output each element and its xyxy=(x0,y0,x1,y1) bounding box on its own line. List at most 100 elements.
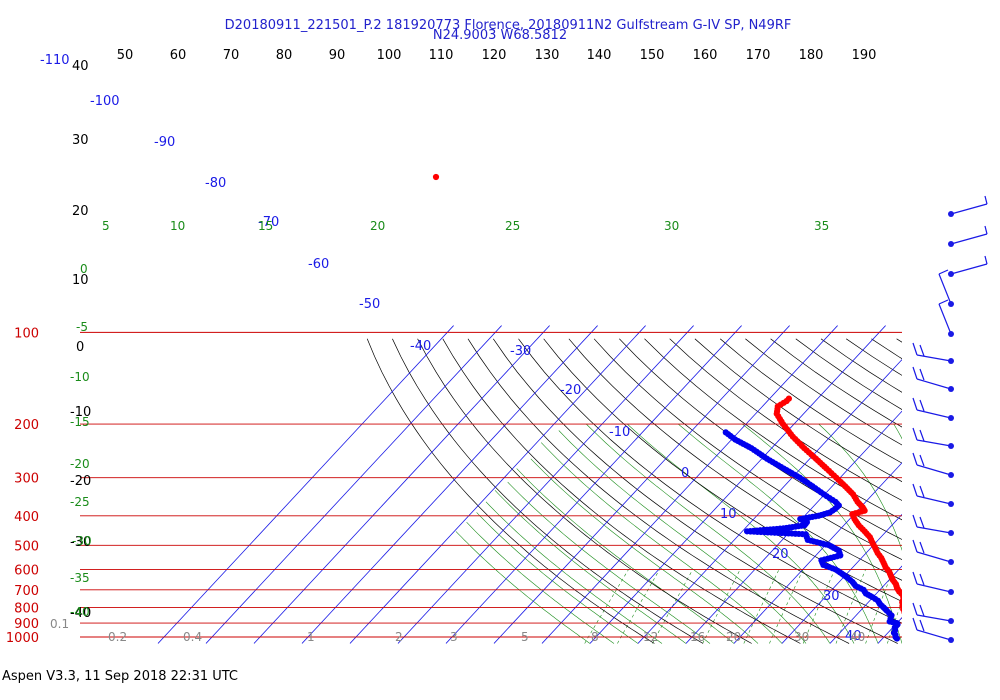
wind-barb-shaft xyxy=(938,303,952,335)
moist-adiabat-line xyxy=(516,468,735,644)
wind-barb-shaft xyxy=(938,273,952,305)
isobars xyxy=(80,331,902,638)
mixing-ratio-line xyxy=(584,569,629,644)
wind-barb-flag xyxy=(912,452,918,466)
isotherm-line xyxy=(685,410,902,644)
isotherm-line xyxy=(541,325,838,644)
temperature-point xyxy=(432,173,440,181)
footer-version: Aspen V3.3, 11 Sep 2018 22:31 UTC xyxy=(2,669,239,684)
wind-barb-flag xyxy=(919,516,925,529)
dry-adiabat-label: 10 xyxy=(72,273,89,288)
pressure-label: 1000 xyxy=(6,631,39,646)
temperature-point xyxy=(920,635,926,641)
mixing-ratio-label: 40 xyxy=(850,630,865,644)
temperature-point xyxy=(909,630,915,636)
dry-adiabat-line xyxy=(417,338,752,644)
wind-barb-flag xyxy=(938,269,949,275)
mixing-ratio-label: 2 xyxy=(395,630,403,644)
isotherm-line xyxy=(445,325,742,644)
pressure-label: 700 xyxy=(14,584,39,599)
moist-adiabat-label: 5 xyxy=(102,219,110,233)
temperature-point xyxy=(902,612,908,618)
dewpoint-point xyxy=(722,429,729,436)
dry-adiabat-line xyxy=(644,338,902,521)
wind-barb-shaft xyxy=(916,614,952,622)
wind-barb-shaft xyxy=(950,263,988,275)
isotherm-label: -40 xyxy=(410,339,431,354)
wind-barbs xyxy=(912,195,988,643)
wind-barb-flag xyxy=(912,397,918,411)
temperature-point xyxy=(785,395,792,402)
top-axis-tick-label: 130 xyxy=(535,48,560,63)
isotherm-label: -110 xyxy=(40,53,70,68)
moist-adiabat-label: 25 xyxy=(505,219,520,233)
isotherm-label: -90 xyxy=(154,135,175,150)
dry-adiabat-line xyxy=(947,339,1000,644)
isotherm-label: -100 xyxy=(90,94,120,109)
mixing-ratio-label: 3 xyxy=(450,630,458,644)
sounding-traces xyxy=(432,173,926,642)
dry-adiabat-label: -20 xyxy=(70,474,91,489)
pressure-label: 900 xyxy=(14,617,39,632)
isotherm-line xyxy=(829,565,902,644)
moist-adiabat-line xyxy=(818,423,902,551)
wind-barb-flag xyxy=(984,255,988,265)
pressure-label: 400 xyxy=(14,510,39,525)
isotherm-line xyxy=(974,326,1000,644)
dry-adiabat-line xyxy=(543,338,902,602)
isotherm-label: -60 xyxy=(308,257,329,272)
wind-barb-flag xyxy=(919,368,925,381)
isotherm-line xyxy=(733,462,902,644)
wind-barb-flag xyxy=(912,539,918,553)
moist-adiabat-label: -30 xyxy=(72,534,92,548)
moist-adiabat-line xyxy=(540,442,783,644)
top-axis-tick-label: 50 xyxy=(117,48,134,63)
top-axis-tick-label: 100 xyxy=(377,48,402,63)
temperature-point xyxy=(915,633,921,639)
wind-barb-flag xyxy=(919,399,925,412)
top-axis-tick-label: 150 xyxy=(640,48,665,63)
moist-adiabat-label: -5 xyxy=(76,320,88,334)
moist-adiabat-line xyxy=(466,521,615,644)
isotherm-line xyxy=(589,325,886,644)
mixing-ratio-line xyxy=(960,569,981,643)
mixing-ratio-label: 1 xyxy=(307,630,315,644)
wind-barb-flag xyxy=(919,604,925,617)
pressure-label: 200 xyxy=(14,418,39,433)
dry-adiabat-line xyxy=(719,338,902,464)
dry-adiabat-label: -30 xyxy=(70,535,91,550)
moist-adiabat-label: 15 xyxy=(258,219,273,233)
dry-adiabat-line xyxy=(694,338,902,483)
wind-barb-flag xyxy=(912,617,918,631)
isotherm-line xyxy=(301,325,598,644)
moist-adiabat-label: 30 xyxy=(664,219,679,233)
top-axis-tick-label: 70 xyxy=(223,48,240,63)
top-axis-tick-label: 190 xyxy=(852,48,877,63)
moist-adiabat-label: -15 xyxy=(70,415,90,429)
moist-adiabat-line xyxy=(558,430,807,644)
wind-barb-flag xyxy=(912,602,918,616)
moist-adiabat-label: 20 xyxy=(370,219,385,233)
temperature-point xyxy=(911,631,917,637)
top-axis-tick-label: 60 xyxy=(170,48,187,63)
temperature-point xyxy=(906,626,912,632)
wind-barb-shaft xyxy=(916,464,952,476)
moist-adiabat-line xyxy=(507,481,711,644)
isotherm-line xyxy=(397,325,694,644)
wind-barb-shaft xyxy=(916,378,952,390)
wind-barb-shaft xyxy=(916,495,952,505)
wind-barb-flag xyxy=(919,454,925,467)
temperature-point xyxy=(901,617,902,620)
top-axis-tick-label: 140 xyxy=(587,48,612,63)
top-axis-tick-label: 180 xyxy=(799,48,824,63)
dry-adiabat-label: 30 xyxy=(72,133,89,148)
dry-adiabat-line xyxy=(392,338,704,644)
wind-barb-shaft xyxy=(950,233,988,245)
top-axis-tick-label: 80 xyxy=(276,48,293,63)
mixing-ratio-line xyxy=(937,569,960,643)
moist-adiabat-line xyxy=(586,423,831,644)
pressure-label: 300 xyxy=(14,472,39,487)
temperature-point xyxy=(904,624,910,630)
dry-adiabat-label: 20 xyxy=(72,204,89,219)
top-axis-tick-label: 90 xyxy=(329,48,346,63)
